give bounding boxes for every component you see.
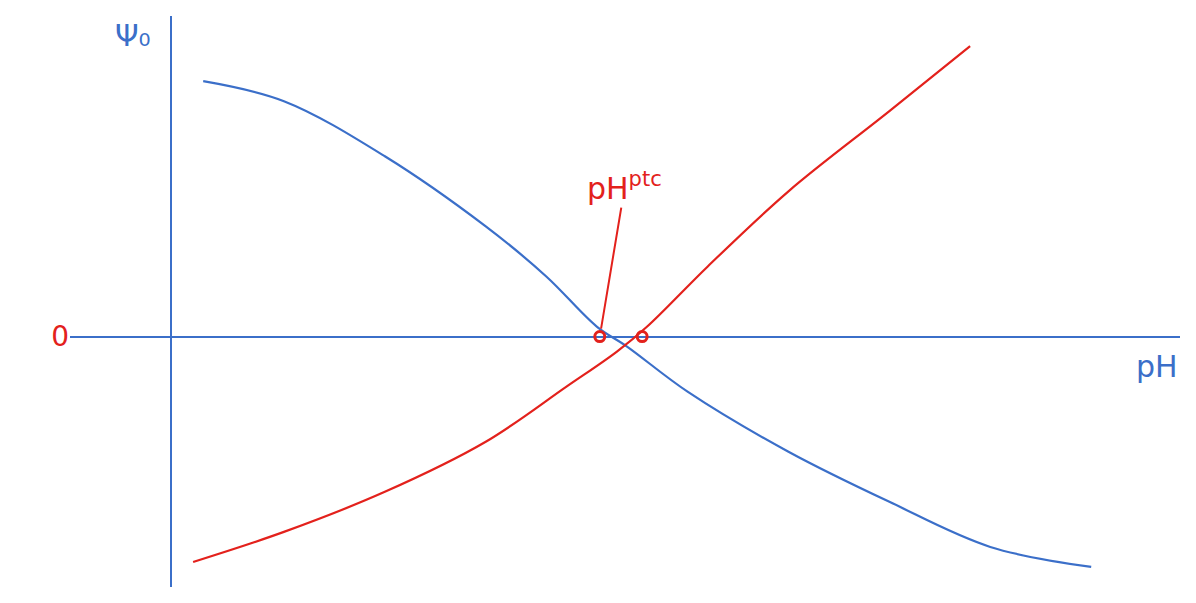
- svg-text:0: 0: [51, 320, 69, 353]
- svg-text:pH: pH: [1136, 349, 1178, 384]
- svg-text:Ψ₀: Ψ₀: [115, 18, 151, 53]
- svg-text:pH​ptc​: pH​ptc​: [587, 167, 662, 206]
